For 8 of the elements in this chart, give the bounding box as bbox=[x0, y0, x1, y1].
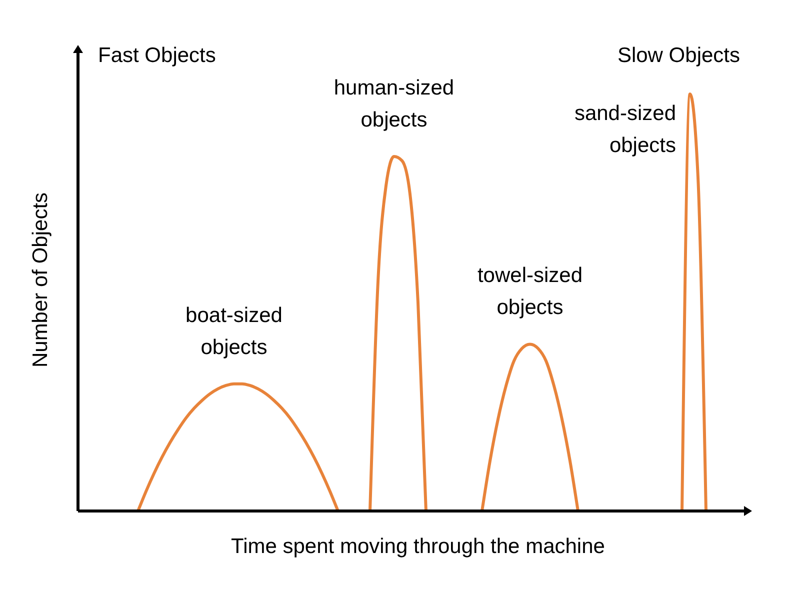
annotation: human-sized objects bbox=[334, 76, 454, 132]
text: Slow Objects bbox=[617, 44, 740, 67]
x-axis-title: Time spent moving through the machine bbox=[231, 535, 605, 558]
annotation: towel-sized objects bbox=[477, 264, 583, 320]
y-axis-title: Number of Objects bbox=[29, 192, 52, 368]
text: Fast Objects bbox=[98, 44, 216, 67]
annotation: boat-sized objects bbox=[186, 304, 282, 359]
annotation: sand-sized objects bbox=[574, 102, 676, 157]
